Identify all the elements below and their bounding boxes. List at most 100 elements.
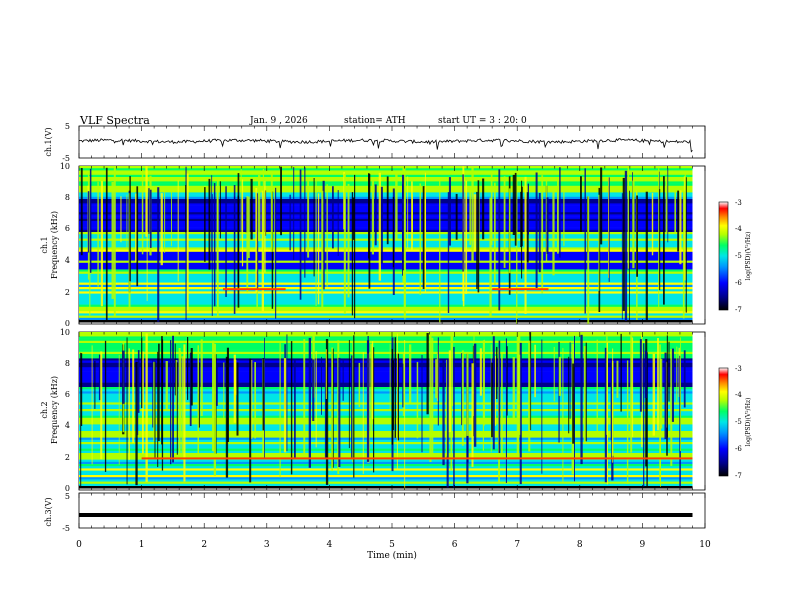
spectrogram-sferic [105, 167, 108, 321]
spectrogram-sferic [422, 186, 425, 289]
spectrogram-band [79, 360, 693, 364]
spectrogram-sferic [482, 178, 485, 240]
spectrogram-band [79, 225, 693, 228]
spectrogram-band [79, 448, 693, 452]
spectrogram-sferic [161, 339, 164, 471]
spectrogram-sferic [236, 362, 239, 436]
spectrogram-sferic [451, 332, 454, 407]
spectrogram-band [79, 291, 693, 294]
spectrogram-sferic [492, 336, 495, 450]
spectrogram-sferic [666, 335, 668, 438]
time-tick-2: 2 [201, 540, 207, 550]
spectrogram-sferic [274, 189, 276, 312]
spectrogram-sferic [219, 181, 221, 239]
spectrogram-sferic [495, 356, 496, 426]
spectrogram-band [79, 214, 693, 217]
spectrogram-sferic [394, 337, 396, 438]
spectrogram-sferic [190, 348, 193, 406]
spectrogram-sferic [283, 358, 287, 453]
ch1-freq-tick-8: 8 [65, 193, 70, 202]
spectrogram-band [79, 280, 693, 283]
spectrogram-narrowband [492, 288, 549, 291]
spectrogram-sferic [342, 359, 344, 401]
ch2-colorbar-label: log(PSD)(V²/Hz) [745, 398, 752, 447]
spectrogram-sferic [608, 177, 610, 282]
spectrogram-sferic [145, 333, 148, 482]
ch2-freq-tick-6: 6 [65, 390, 70, 399]
ch3-waveform-xticks [78, 493, 706, 528]
spectrogram-band [79, 376, 693, 379]
spectrogram-sferic [290, 341, 293, 475]
ch3-waveform-line [79, 513, 693, 517]
spectrogram-sferic [419, 183, 422, 295]
spectrogram-sferic [378, 172, 381, 281]
spectrogram-sferic [91, 345, 93, 465]
spectrogram-band [79, 433, 693, 436]
spectrogram-sferic [177, 180, 179, 282]
spectrogram-sferic [528, 340, 531, 452]
ch1-spectrogram-panel: 0 2 4 6 8 10 ch.1 Frequency (kHz) -3 -4 … [40, 162, 752, 328]
spectrogram-sferic [559, 167, 561, 258]
spectrogram-sferic [498, 340, 501, 453]
spectrogram-sferic [176, 362, 178, 455]
spectrogram-sferic [332, 186, 334, 249]
ch3-waveform-panel: 5 -5 ch.3(V) [44, 492, 706, 533]
spectrogram-band [79, 262, 693, 266]
date-label: Jan. 9 , 2026 [249, 116, 308, 126]
spectrogram-sferic [315, 351, 317, 448]
spectrogram-band [79, 306, 693, 310]
spectrogram-band [79, 455, 693, 458]
spectrogram-band [79, 234, 693, 237]
spectrogram-sferic [160, 193, 163, 266]
spectrogram-sferic [621, 193, 623, 320]
spectrogram-sferic [183, 344, 186, 482]
spectrogram-sferic [225, 186, 227, 297]
spectrogram-sferic [471, 166, 474, 263]
spectrogram-band [79, 345, 693, 348]
spectrogram-sferic [358, 362, 361, 408]
spectrogram-sferic [521, 180, 523, 279]
spectrogram-sferic [157, 351, 159, 468]
ch2-freq-tick-4: 4 [65, 421, 70, 430]
spectrogram-band [79, 221, 693, 224]
spectrogram-band [79, 174, 693, 178]
spectrogram-sferic [315, 181, 317, 306]
spectrogram-sferic [113, 168, 116, 317]
spectrogram-sferic [483, 339, 485, 426]
spectrogram-sferic [658, 168, 660, 308]
ch1-freq-tick-6: 6 [65, 224, 70, 233]
spectrogram-sferic [213, 183, 216, 307]
spectrogram-band [79, 295, 693, 299]
spectrogram-sferic [373, 347, 375, 473]
spectrogram-band [79, 358, 693, 361]
spectrogram-band [79, 309, 693, 312]
spectrogram-sferic [89, 168, 92, 273]
spectrogram-band [79, 428, 693, 432]
spectrogram-sferic [258, 175, 261, 242]
spectrogram-sferic [517, 354, 521, 435]
spectrogram-sferic [94, 360, 96, 409]
spectrogram-sferic [128, 348, 130, 460]
spectrogram-sferic [552, 192, 555, 276]
spectrogram-band [79, 249, 693, 253]
time-axis-label: Time (min) [367, 550, 417, 561]
spectrogram-band [79, 406, 693, 410]
spectrogram-band [79, 172, 693, 176]
spectrogram-sferic [80, 352, 82, 488]
spectrogram-sferic [87, 191, 90, 253]
spectrogram-band [79, 304, 693, 308]
start-time-label: start UT = 3 : 20: 0 [438, 116, 527, 126]
spectrogram-band [79, 205, 693, 209]
spectrogram-band [79, 320, 693, 323]
spectrogram-sferic [610, 362, 612, 441]
spectrogram-sferic [217, 177, 219, 317]
spectrogram-band [79, 317, 693, 321]
ch3-waveform-frame [78, 492, 706, 529]
spectrogram-sferic [679, 190, 682, 265]
spectrogram-sferic [280, 166, 282, 236]
spectrogram-band [79, 389, 693, 392]
spectrogram-band [79, 273, 693, 277]
spectrogram-band [79, 247, 693, 250]
spectrogram-band [79, 422, 693, 425]
spectrogram-sferic [665, 176, 668, 234]
